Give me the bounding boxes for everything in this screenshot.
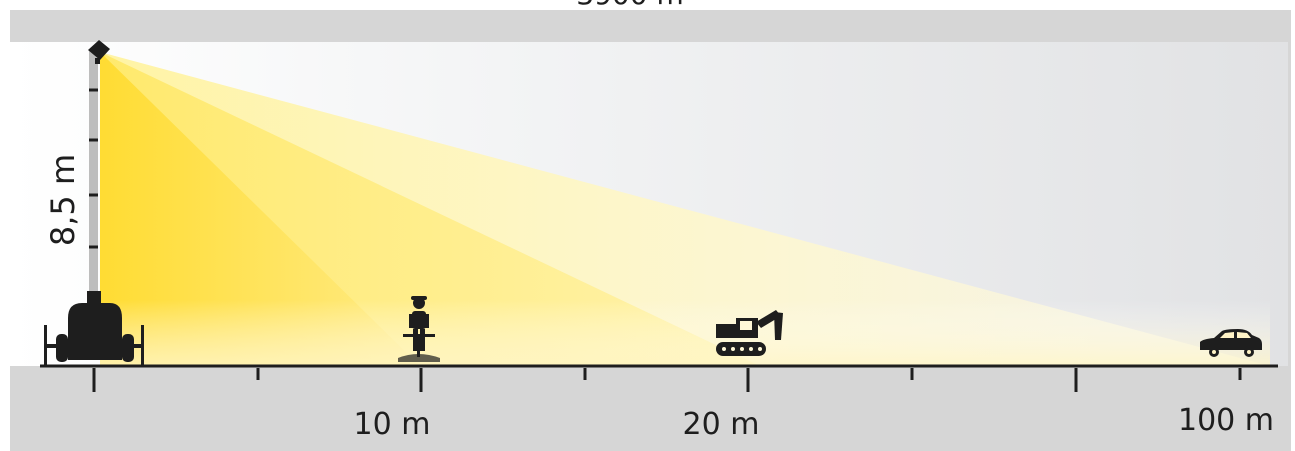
- mast: [89, 50, 98, 300]
- light-tower-icon: [44, 291, 144, 365]
- mast-ticks: [89, 88, 98, 249]
- floor-glow: [100, 300, 1270, 366]
- height-label: 8,5 m: [44, 154, 82, 246]
- cut-off-label: 3900 m: [576, 0, 683, 11]
- car-icon: [1200, 329, 1262, 357]
- distance-label-20m: 20 m: [683, 407, 760, 442]
- top-strip: [0, 0, 1295, 10]
- beam-10m: [100, 52, 420, 366]
- worker-icon: [398, 296, 440, 362]
- distance-ticks: [92, 368, 1242, 392]
- lamp-head-icon: [88, 40, 110, 64]
- excavator-icon: [716, 310, 783, 356]
- distance-label-100m: 100 m: [1178, 403, 1274, 438]
- distance-label-10m: 10 m: [354, 407, 431, 442]
